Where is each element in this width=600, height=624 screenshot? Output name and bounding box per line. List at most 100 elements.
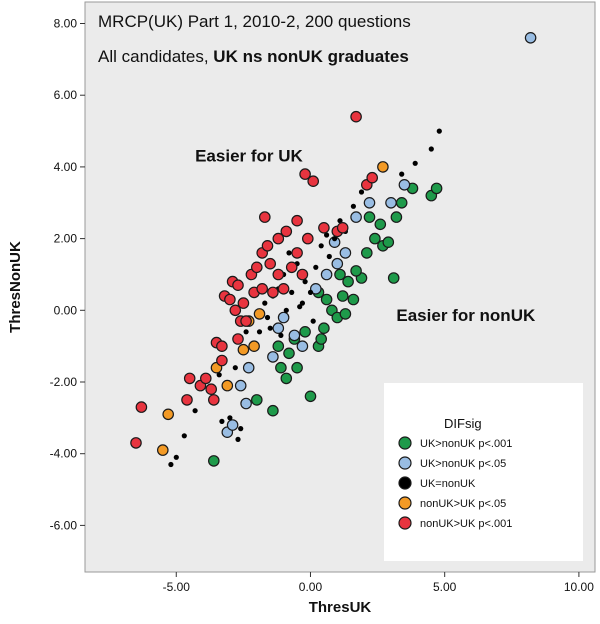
legend-label: UK>nonUK p<.05 [420, 458, 506, 470]
point-nonuk-uk-p-001 [280, 225, 293, 238]
point-nonuk-uk-p-001 [301, 232, 314, 245]
point-uk-nonuk-p-001 [347, 293, 360, 306]
point-uk-nonuk-p-001 [390, 211, 403, 223]
legend-items: UK>nonUK p<.001 UK>nonUK p<.05 UK=nonUK non… [398, 436, 512, 530]
point-nonuk-uk-p-001 [272, 268, 285, 281]
annotation-easier-for-nonuk: Easier for nonUK [396, 306, 536, 325]
point-uk-nonuk-p-001 [250, 394, 263, 406]
point-uk-nonuk-p-05 [226, 419, 239, 431]
point-uk-nonuk [412, 160, 418, 166]
x-axis-title: ThresUK [309, 599, 372, 616]
point-nonuk-uk-p-001 [216, 354, 228, 367]
y-tick-label: 8.00 [54, 17, 78, 31]
point-uk-nonuk [173, 454, 179, 460]
point-uk-nonuk-p-05 [385, 197, 397, 209]
point-nonuk-uk-p-001 [135, 401, 148, 413]
y-tick-label: 0.00 [54, 303, 78, 317]
point-uk-nonuk-p-001 [395, 197, 408, 209]
chart-title: MRCP(UK) Part 1, 2010-2, 200 questions [98, 12, 411, 31]
point-uk-nonuk [219, 418, 225, 424]
point-uk-nonuk-p-001 [382, 236, 395, 248]
point-uk-nonuk [232, 365, 238, 371]
legend-title: DIFsig [444, 416, 482, 431]
y-tick-label: 4.00 [54, 160, 78, 174]
point-uk-nonuk [227, 415, 233, 421]
point-uk-nonuk [289, 289, 295, 295]
point-uk-nonuk [337, 218, 343, 224]
point-uk-nonuk [436, 128, 442, 134]
chart-subtitle-prefix: All candidates, [98, 47, 213, 66]
legend-label: UK>nonUK p<.001 [420, 438, 512, 450]
x-tick-label: -5.00 [163, 580, 191, 594]
x-tick-label: 0.00 [299, 580, 323, 594]
point-uk-nonuk [256, 329, 263, 335]
point-uk-nonuk-p-05 [242, 361, 255, 374]
point-uk-nonuk-p-05 [277, 311, 290, 324]
point-uk-nonuk-p-001 [336, 290, 349, 302]
point-uk-nonuk [168, 461, 174, 468]
point-uk-nonuk-p-05 [234, 379, 247, 392]
point-nonuk-uk-p-001 [277, 282, 290, 295]
point-uk-nonuk [297, 304, 303, 310]
data-points [130, 31, 537, 468]
point-uk-nonuk [313, 264, 319, 270]
point-uk-nonuk-p-001 [363, 211, 376, 223]
point-uk-nonuk-p-001 [350, 265, 362, 277]
point-nonuk-uk-p-05 [157, 444, 169, 456]
point-uk-nonuk-p-05 [288, 329, 301, 342]
point-uk-nonuk-p-05 [296, 340, 309, 352]
point-nonuk-uk-p-001 [291, 247, 303, 259]
point-uk-nonuk-p-001 [387, 272, 400, 284]
point-nonuk-uk-p-001 [232, 279, 244, 291]
point-nonuk-uk-p-001 [229, 304, 242, 317]
point-uk-nonuk [278, 332, 284, 338]
point-uk-nonuk-p-001 [320, 293, 333, 306]
point-uk-nonuk-p-001 [430, 182, 443, 195]
point-uk-nonuk-p-05 [240, 397, 252, 410]
point-uk-nonuk-p-001 [272, 340, 285, 352]
y-tick-label: -6.00 [50, 518, 78, 532]
point-uk-nonuk [243, 329, 249, 335]
point-nonuk-uk-p-05 [221, 379, 234, 392]
point-nonuk-uk-p-001 [267, 286, 279, 299]
y-tick-label: -2.00 [50, 375, 78, 389]
point-uk-nonuk-p-05 [331, 257, 344, 270]
point-nonuk-uk-p-001 [366, 171, 378, 184]
point-nonuk-uk-p-001 [181, 394, 193, 406]
point-nonuk-uk-p-001 [307, 175, 319, 187]
point-nonuk-uk-p-001 [296, 268, 309, 281]
point-uk-nonuk-p-05 [524, 31, 537, 44]
point-nonuk-uk-p-001 [208, 394, 220, 406]
chart-subtitle-bold: UK ns nonUK graduates [213, 47, 409, 66]
point-nonuk-uk-p-001 [272, 232, 285, 245]
point-uk-nonuk-p-001 [342, 275, 354, 288]
point-nonuk-uk-p-001 [183, 372, 196, 385]
legend: DIFsig UK>nonUK p<.001 UK>nonUK p<.05 UK=n… [384, 383, 583, 561]
legend-marker [398, 516, 412, 530]
point-uk-nonuk-p-05 [320, 268, 333, 281]
point-uk-nonuk [302, 279, 308, 285]
legend-marker [398, 436, 412, 450]
point-uk-nonuk [216, 372, 222, 378]
point-nonuk-uk-p-05 [248, 340, 260, 352]
point-uk-nonuk [181, 433, 187, 439]
legend-marker [398, 456, 412, 470]
point-nonuk-uk-p-001 [285, 261, 298, 274]
point-nonuk-uk-p-001 [240, 315, 252, 327]
point-uk-nonuk-p-001 [291, 361, 303, 374]
point-uk-nonuk [326, 253, 332, 260]
point-uk-nonuk [262, 300, 268, 306]
point-nonuk-uk-p-001 [264, 257, 276, 270]
legend-marker [398, 496, 412, 510]
legend-box [384, 383, 583, 561]
point-uk-nonuk [318, 243, 324, 249]
point-uk-nonuk-p-05 [272, 322, 285, 334]
point-nonuk-uk-p-001 [237, 297, 250, 309]
point-uk-nonuk-p-05 [363, 197, 376, 209]
point-uk-nonuk-p-05 [339, 247, 352, 259]
point-uk-nonuk-p-05 [309, 282, 322, 295]
point-nonuk-uk-p-001 [205, 383, 217, 395]
point-uk-nonuk-p-05 [398, 179, 411, 191]
point-uk-nonuk-p-001 [315, 333, 327, 345]
point-uk-nonuk [283, 307, 289, 313]
